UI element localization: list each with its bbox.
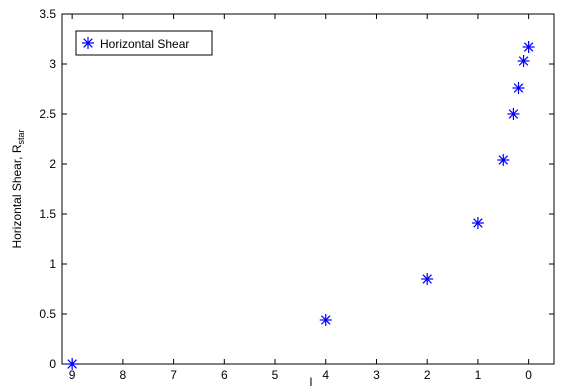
legend-label: Horizontal Shear (100, 37, 189, 51)
data-point (517, 55, 530, 67)
data-point (319, 314, 332, 326)
legend-box (75, 30, 213, 56)
x-tick-label: 9 (69, 368, 76, 382)
data-point (512, 82, 525, 94)
y-axis-label-subscript: star (16, 129, 26, 144)
x-tick-label: 6 (221, 368, 228, 382)
y-tick-label: 0.5 (39, 307, 56, 321)
y-axis-label: Horizontal Shear, Rstar (10, 129, 26, 248)
x-tick-label: 2 (424, 368, 431, 382)
axis-ticks: 9 8 7 6 5 4 3 2 1 0 0 0.5 1 1.5 2 2.5 3 3.5 (39, 7, 554, 382)
y-tick-label: 1 (49, 257, 56, 271)
y-tick-label: 3 (49, 57, 56, 71)
x-tick-label: 5 (272, 368, 279, 382)
y-tick-label: 0 (49, 357, 56, 371)
legend: Horizontal Shear (75, 30, 213, 56)
data-point (471, 217, 484, 229)
y-tick-label: 2 (49, 157, 56, 171)
x-tick-label: 3 (373, 368, 380, 382)
x-tick-label: 8 (120, 368, 127, 382)
data-points (66, 41, 535, 370)
data-point (421, 273, 434, 285)
x-tick-label: 7 (170, 368, 177, 382)
data-point (66, 358, 79, 370)
plot-area (61, 13, 555, 365)
x-tick-label: 4 (322, 368, 329, 382)
y-tick-label: 3.5 (39, 7, 56, 21)
y-tick-label: 1.5 (39, 207, 56, 221)
y-tick-label: 2.5 (39, 107, 56, 121)
x-axis-label: l (310, 375, 313, 388)
x-tick-label: 1 (475, 368, 482, 382)
legend-asterisk (82, 37, 94, 49)
x-tick-label: 0 (525, 368, 532, 382)
y-axis-label-main: Horizontal Shear, R (10, 144, 24, 248)
legend-marker-icon (82, 37, 94, 49)
data-point (497, 154, 510, 166)
data-point (507, 108, 520, 120)
data-point (522, 41, 535, 53)
